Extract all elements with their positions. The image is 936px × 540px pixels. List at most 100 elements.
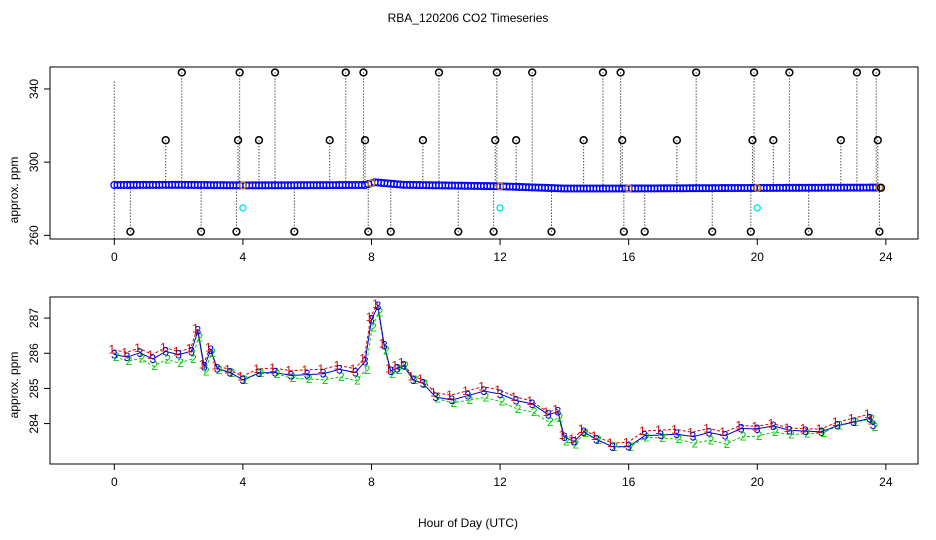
series-marker-1: 1 bbox=[655, 423, 662, 437]
series-marker-2: 2 bbox=[611, 440, 618, 454]
series-marker-1: 1 bbox=[134, 341, 141, 355]
top-baseline-points bbox=[110, 178, 884, 193]
bottom-y-axis: 284 285 286 287 bbox=[27, 308, 50, 434]
series-marker-2: 2 bbox=[338, 370, 345, 384]
bottom-x-tick-label: 4 bbox=[240, 475, 247, 489]
series-marker-1: 1 bbox=[199, 357, 206, 371]
series-marker-3: 3 bbox=[593, 432, 600, 446]
series-marker-3: 3 bbox=[256, 366, 263, 380]
bottom-y-tick-label: 287 bbox=[27, 308, 41, 328]
figure-title: RBA_120206 CO2 Timeseries bbox=[388, 11, 549, 25]
spike-point bbox=[364, 227, 373, 236]
series-marker-1: 1 bbox=[173, 344, 180, 358]
series-marker-1: 1 bbox=[639, 424, 646, 438]
spike-point bbox=[491, 136, 500, 145]
series-marker-2: 2 bbox=[708, 433, 715, 447]
spike-point bbox=[547, 227, 556, 236]
series-marker-1: 1 bbox=[559, 428, 566, 442]
series-marker-2: 2 bbox=[383, 343, 390, 357]
top-x-axis: 0 4 8 12 16 20 24 bbox=[111, 239, 893, 264]
series-marker-3: 3 bbox=[754, 422, 761, 436]
series-marker-1: 1 bbox=[109, 343, 116, 357]
series-marker-3: 3 bbox=[375, 299, 382, 313]
series-marker-2: 2 bbox=[229, 366, 236, 380]
series-marker-1: 1 bbox=[192, 321, 199, 335]
spike-point bbox=[341, 68, 350, 77]
spike-point bbox=[692, 68, 701, 77]
series-marker-1: 1 bbox=[578, 422, 585, 436]
bottom-x-axis: 0 4 8 12 16 20 24 bbox=[111, 464, 893, 489]
bottom-x-tick-label: 24 bbox=[879, 475, 893, 489]
series-marker-3: 3 bbox=[706, 426, 713, 440]
spike-point bbox=[836, 136, 845, 145]
bottom-x-tick-label: 16 bbox=[622, 475, 636, 489]
series-marker-3: 3 bbox=[288, 368, 295, 382]
series-marker-3: 3 bbox=[513, 393, 520, 407]
baseline-marker bbox=[496, 182, 505, 191]
series-marker-3: 3 bbox=[320, 367, 327, 381]
series-marker-1: 1 bbox=[800, 422, 807, 436]
bottom-y-axis-label: approx. ppm bbox=[7, 352, 21, 419]
series-marker-1: 1 bbox=[768, 417, 775, 431]
series-marker-3: 3 bbox=[738, 422, 745, 436]
series-marker-1: 1 bbox=[379, 336, 386, 350]
series-marker-1: 1 bbox=[318, 362, 325, 376]
series-marker-2: 2 bbox=[274, 367, 281, 381]
series-marker-3: 3 bbox=[545, 408, 552, 422]
series-marker-1: 1 bbox=[372, 297, 379, 311]
series-marker-2: 2 bbox=[643, 430, 650, 444]
spike-point bbox=[196, 227, 206, 236]
series-marker-1: 1 bbox=[735, 419, 742, 433]
series-marker-1: 1 bbox=[607, 436, 614, 450]
spike-point bbox=[579, 136, 588, 145]
series-marker-2: 2 bbox=[724, 437, 731, 451]
baseline-marker bbox=[238, 181, 247, 190]
series-marker-2: 2 bbox=[290, 371, 297, 385]
series-marker-3: 3 bbox=[641, 429, 648, 443]
series-marker-2: 2 bbox=[389, 367, 396, 381]
series-marker-1: 1 bbox=[816, 422, 823, 436]
series-marker-1: 1 bbox=[591, 429, 598, 443]
series-marker-3: 3 bbox=[497, 387, 504, 401]
series-marker-3: 3 bbox=[362, 355, 369, 369]
series-marker-1: 1 bbox=[867, 413, 874, 427]
series-marker-2: 2 bbox=[190, 352, 197, 366]
series-marker-1: 1 bbox=[719, 425, 726, 439]
series-marker-3: 3 bbox=[207, 343, 214, 357]
series-marker-3: 3 bbox=[866, 411, 873, 425]
series-marker-3: 3 bbox=[400, 359, 407, 373]
series-marker-1: 1 bbox=[224, 362, 231, 376]
cal-point bbox=[496, 204, 504, 212]
series-marker-3: 3 bbox=[465, 389, 472, 403]
spike-point bbox=[748, 136, 757, 145]
series-marker-2: 2 bbox=[531, 405, 538, 419]
spike-point bbox=[598, 68, 608, 77]
series-marker-3: 3 bbox=[529, 397, 536, 411]
top-y-axis-label: approx. ppm bbox=[7, 157, 21, 224]
spike-point bbox=[616, 68, 625, 77]
series-marker-2: 2 bbox=[756, 429, 763, 443]
spike-point bbox=[619, 227, 628, 236]
spike-point bbox=[290, 227, 299, 236]
series-marker-3: 3 bbox=[818, 425, 825, 439]
spike-point bbox=[769, 136, 778, 145]
series-marker-1: 1 bbox=[366, 310, 373, 324]
top-y-axis: 260 300 340 bbox=[27, 79, 50, 245]
top-x-tick-label: 4 bbox=[240, 250, 247, 264]
series-marker-2: 2 bbox=[740, 430, 747, 444]
series-marker-1: 1 bbox=[494, 383, 501, 397]
series-marker-2: 2 bbox=[836, 419, 843, 433]
spike-point bbox=[876, 183, 886, 192]
spike-point bbox=[708, 227, 717, 236]
spike-point bbox=[746, 227, 755, 236]
spike-point bbox=[528, 68, 537, 77]
spike-point bbox=[785, 68, 794, 77]
series-marker-2: 2 bbox=[582, 426, 589, 440]
series-marker-2: 2 bbox=[557, 411, 564, 425]
series-marker-3: 3 bbox=[162, 344, 169, 358]
series-marker-1: 1 bbox=[526, 394, 533, 408]
baseline-marker bbox=[624, 184, 633, 193]
series-marker-2: 2 bbox=[788, 428, 795, 442]
